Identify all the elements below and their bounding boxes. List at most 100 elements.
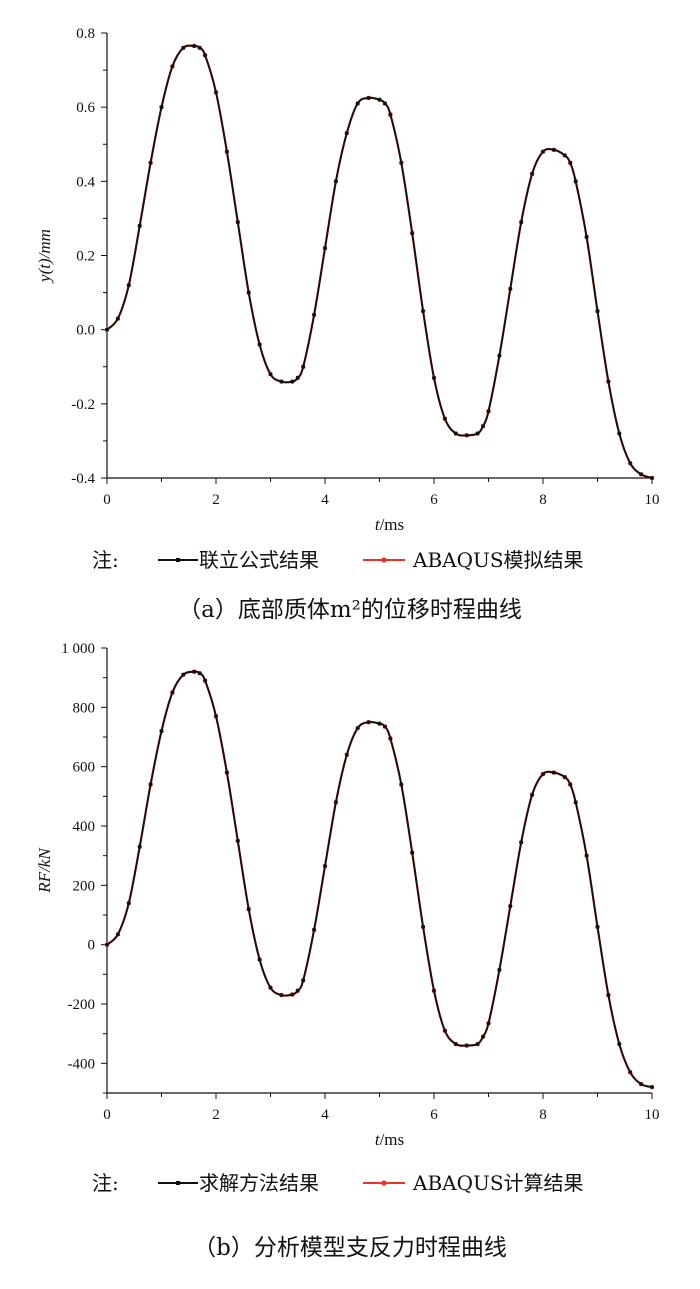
y-tick-label: -0.2 <box>71 397 95 413</box>
x-axis-label: t/ms <box>375 515 404 534</box>
data-point <box>650 1085 654 1089</box>
x-tick-label: 4 <box>321 492 329 508</box>
figure-caption: （a）底部质体m²的位移时程曲线 <box>178 597 522 623</box>
data-point <box>116 932 120 936</box>
data-point <box>334 179 338 184</box>
data-point <box>105 942 109 947</box>
legend-label-red: ABAQUS模拟结果 <box>412 548 584 572</box>
data-point <box>268 372 273 376</box>
series-black <box>105 44 654 480</box>
data-point <box>257 957 262 962</box>
data-point <box>127 283 131 287</box>
data-point <box>497 353 502 358</box>
data-point <box>268 985 273 990</box>
y-tick-label: 200 <box>73 878 96 894</box>
series-line <box>106 670 653 1089</box>
y-tick-label: -400 <box>68 1056 96 1072</box>
data-point <box>508 904 512 908</box>
data-point <box>279 379 284 384</box>
data-point <box>574 179 578 184</box>
x-tick-label: 10 <box>645 492 660 508</box>
data-point <box>421 925 425 929</box>
data-point <box>290 379 294 384</box>
x-tick-label: 2 <box>212 492 220 508</box>
data-point <box>345 131 349 135</box>
data-point <box>650 476 654 480</box>
x-tick-label: 2 <box>212 1107 220 1123</box>
data-point <box>279 993 284 997</box>
data-point <box>486 409 491 413</box>
data-point <box>574 800 578 804</box>
y-tick-label: 0.8 <box>76 26 95 42</box>
legend-label-black: 联立公式结果 <box>199 548 319 572</box>
data-point <box>421 309 425 313</box>
y-tick-label: 800 <box>73 700 96 716</box>
data-point <box>257 342 262 347</box>
data-point <box>225 770 229 775</box>
data-point <box>296 376 300 380</box>
legend-marker-black <box>176 1181 180 1185</box>
x-tick-label: 10 <box>645 1107 660 1123</box>
y-axis-label: RF/kN <box>35 847 54 894</box>
chart-2: 0 2 4 6 8 10 -400 -200 0 200 400 600 800 1 000 t/ms RF/… <box>35 641 660 1261</box>
series-red <box>104 43 655 481</box>
data-point <box>345 753 349 757</box>
data-point <box>617 431 621 436</box>
data-point <box>138 224 142 228</box>
data-point <box>465 433 469 438</box>
data-point <box>214 714 218 718</box>
data-point <box>148 782 153 787</box>
data-point <box>105 327 109 332</box>
legend-prefix: 注: <box>92 1171 119 1195</box>
series-line <box>106 44 653 480</box>
data-point <box>443 416 447 421</box>
series-line <box>106 670 653 1088</box>
data-point <box>486 1021 491 1025</box>
series-red <box>104 669 655 1090</box>
data-point <box>181 673 185 677</box>
data-point <box>519 220 523 224</box>
x-tick-label: 6 <box>430 1107 438 1123</box>
data-point <box>617 1042 621 1046</box>
legend: 注: 联立公式结果 ABAQUS模拟结果 <box>92 548 584 572</box>
data-point <box>410 231 414 235</box>
data-point <box>159 105 164 109</box>
data-point <box>454 1042 458 1046</box>
y-tick-label: 0 <box>88 938 96 954</box>
data-point <box>595 925 600 929</box>
data-point <box>356 101 360 106</box>
data-point <box>197 671 202 675</box>
data-point <box>236 220 240 224</box>
data-point <box>563 153 567 158</box>
y-axis-label: y(t)/mm <box>35 229 54 284</box>
data-point <box>170 690 175 695</box>
data-point <box>568 161 572 165</box>
data-point <box>497 968 502 972</box>
data-point <box>432 988 436 993</box>
data-point <box>399 161 403 165</box>
data-point <box>530 172 534 176</box>
y-tick-label: 0.0 <box>76 323 95 339</box>
chart-1: 0 2 4 6 8 10 -0.4 -0.2 0.0 0.2 0.4 0.6 0.8 t/ms y(t)/m… <box>35 26 660 623</box>
data-point <box>334 800 338 804</box>
data-point <box>181 46 185 50</box>
x-tick-label: 6 <box>430 492 438 508</box>
data-point <box>383 724 387 729</box>
data-point <box>214 90 218 95</box>
series-black <box>105 670 654 1089</box>
data-point <box>519 840 523 845</box>
data-point <box>388 736 393 741</box>
data-point <box>541 149 545 154</box>
legend-marker-red <box>381 557 387 563</box>
data-point <box>366 96 371 100</box>
data-point <box>170 64 175 69</box>
data-point <box>356 726 360 730</box>
data-point <box>552 770 556 775</box>
y-tick-label: 600 <box>73 760 96 776</box>
data-point <box>552 148 556 152</box>
y-tick-label: -200 <box>68 997 96 1013</box>
legend-marker-black <box>176 558 180 562</box>
legend-label-black: 求解方法结果 <box>199 1171 319 1195</box>
data-point <box>530 793 534 797</box>
